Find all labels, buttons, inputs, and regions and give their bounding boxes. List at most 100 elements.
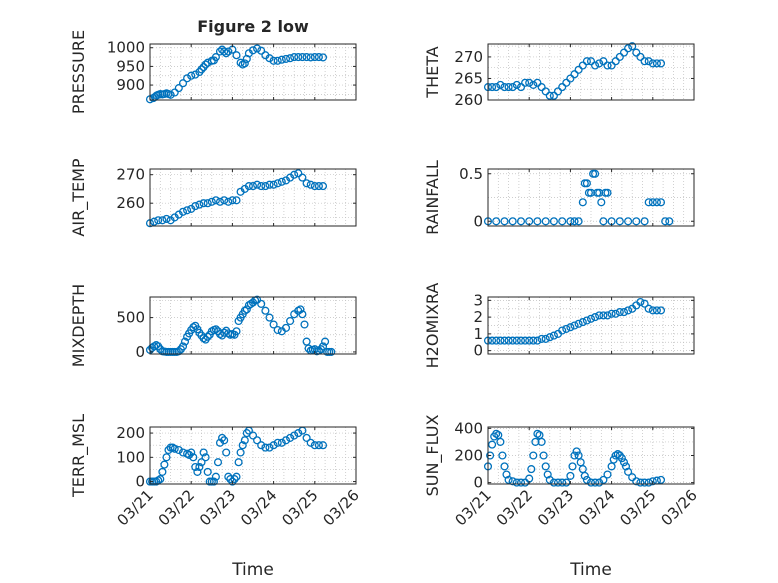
data-point	[199, 334, 208, 343]
data-point	[318, 441, 328, 450]
data-point	[537, 83, 546, 92]
data-point	[488, 83, 497, 92]
data-point	[197, 458, 206, 467]
data-point	[562, 478, 571, 487]
data-point	[611, 309, 620, 318]
data-point	[574, 319, 583, 328]
data-point	[314, 441, 323, 450]
data-point	[191, 70, 200, 79]
data-point	[619, 48, 629, 57]
data-point	[578, 61, 587, 70]
y-tick-label: 0	[473, 342, 483, 360]
data-point	[269, 56, 278, 65]
data-point	[286, 433, 295, 442]
data-point	[624, 467, 633, 476]
data-point	[228, 477, 237, 486]
y-axis-label: PRESSURE	[69, 30, 88, 114]
data-point	[613, 450, 622, 459]
data-point	[238, 441, 247, 450]
chart-title: Figure 2 low	[197, 17, 309, 36]
data-point	[586, 57, 596, 66]
data-point	[644, 57, 653, 66]
data-point	[281, 54, 291, 63]
data-point	[615, 217, 624, 226]
series-markers	[145, 426, 328, 486]
data-point	[191, 462, 200, 472]
subplot-p3: 260 270 AIR_TEMP	[69, 158, 357, 237]
x-tick-label: 03/26	[658, 486, 701, 529]
data-point	[230, 475, 239, 484]
data-point	[512, 80, 521, 89]
data-point	[215, 330, 225, 339]
y-tick-label: 2	[473, 308, 483, 326]
data-point	[640, 299, 649, 308]
data-point	[294, 429, 303, 438]
x-tick-label: 03/21	[452, 486, 495, 529]
data-point	[318, 342, 328, 351]
data-point	[521, 78, 530, 87]
data-point	[269, 180, 278, 189]
data-point	[607, 61, 616, 70]
axes-frame	[487, 168, 695, 227]
data-point	[215, 438, 225, 447]
data-point	[207, 197, 216, 206]
data-point	[558, 326, 567, 335]
data-point	[603, 470, 612, 479]
data-point	[158, 467, 167, 476]
data-point	[648, 306, 657, 315]
data-point	[240, 306, 249, 315]
data-point	[619, 458, 629, 467]
y-tick-label: 260	[116, 194, 145, 212]
data-point	[232, 51, 241, 60]
data-point	[183, 74, 192, 83]
data-point	[521, 478, 530, 487]
subplot-p2: 260 265 270 THETA	[423, 42, 695, 109]
data-point	[269, 441, 278, 450]
data-point	[178, 207, 188, 216]
data-point	[294, 53, 303, 62]
x-tick-label: 03/23	[534, 486, 577, 529]
y-tick-label: 0	[473, 212, 483, 230]
data-point	[224, 47, 233, 56]
grid-lines	[487, 297, 695, 354]
data-point	[545, 91, 554, 100]
data-point	[572, 447, 581, 456]
data-point	[277, 438, 286, 447]
data-point	[220, 196, 229, 205]
data-point	[248, 431, 258, 440]
data-point	[640, 478, 649, 487]
axes-frame	[149, 426, 357, 485]
data-point	[310, 53, 319, 62]
data-point	[582, 57, 591, 66]
data-point	[158, 216, 167, 225]
data-point	[541, 334, 550, 343]
data-point	[232, 196, 241, 205]
data-point	[257, 46, 266, 55]
data-point	[504, 336, 513, 345]
data-point	[617, 454, 626, 463]
data-point	[566, 471, 575, 480]
data-point	[218, 433, 227, 442]
data-point	[183, 206, 192, 215]
data-point	[578, 318, 587, 327]
subplot-p5: 0 500 MIXDEPTH	[69, 284, 357, 367]
x-tick-label: 03/24	[575, 486, 618, 529]
data-point	[265, 443, 274, 452]
data-point	[504, 475, 513, 484]
x-tick-label: 03/22	[493, 486, 536, 529]
data-point	[549, 478, 558, 487]
data-point	[624, 217, 633, 226]
data-point	[615, 52, 624, 61]
data-point	[496, 437, 505, 446]
data-point	[644, 478, 653, 487]
data-point	[248, 182, 258, 191]
y-axis-label: SUN_FLUX	[423, 415, 443, 497]
data-point	[306, 438, 315, 447]
data-point	[244, 182, 253, 191]
data-point	[529, 336, 538, 345]
data-point	[644, 304, 653, 313]
data-point	[314, 53, 323, 62]
data-point	[195, 462, 204, 472]
